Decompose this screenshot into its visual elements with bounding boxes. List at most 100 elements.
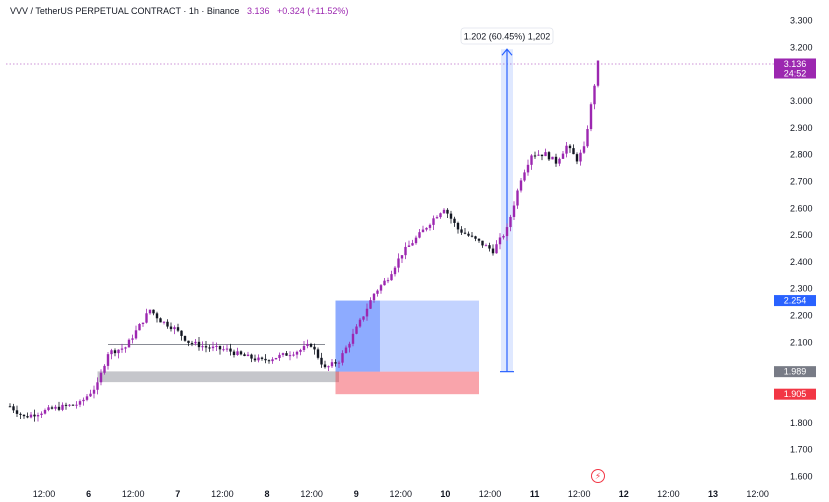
symbol-title: VVV / TetherUS PERPETUAL CONTRACT · 1h ·…	[10, 6, 240, 16]
candle-body	[103, 365, 106, 373]
price-tick-label: 1.700	[790, 445, 813, 455]
candle-body	[190, 342, 194, 344]
candle-body	[113, 350, 117, 354]
candle-body	[257, 357, 260, 361]
candle-body	[285, 353, 288, 356]
candle-body	[509, 216, 512, 228]
candle-body	[390, 274, 393, 281]
candle-body	[540, 154, 544, 157]
candle-body	[460, 229, 463, 233]
candle-body	[295, 351, 299, 355]
candle-body	[183, 335, 187, 341]
range-zone	[97, 371, 339, 383]
price-badge-last-value: 3.136	[784, 59, 807, 69]
measure-label-box	[460, 27, 554, 45]
candle-body	[12, 406, 15, 411]
candle-body	[491, 248, 495, 254]
candle-body	[54, 406, 57, 409]
candle-body	[85, 396, 89, 400]
candle-body	[47, 407, 50, 411]
candle-body	[61, 404, 64, 410]
candle-body	[243, 354, 246, 357]
lightning-bolt-icon[interactable]: ⚡	[591, 469, 605, 483]
candle-body	[428, 224, 432, 228]
candle-body	[432, 218, 435, 225]
candle-body	[92, 389, 96, 394]
time-tick-label: 12:00	[568, 489, 591, 499]
time-tick-label: 12:00	[211, 489, 234, 499]
price-tick-label: 2.500	[790, 230, 813, 240]
candle-body	[330, 362, 334, 367]
candle-body	[439, 213, 442, 218]
candle-body	[120, 348, 124, 350]
candle-body	[29, 414, 33, 418]
candle-body	[260, 357, 264, 359]
candle-body	[278, 354, 281, 358]
price-tick-label: 1.800	[790, 418, 813, 428]
candle-body	[369, 300, 372, 309]
candle-body	[404, 246, 407, 256]
header-price: 3.136	[246, 6, 270, 16]
candle-body	[218, 345, 222, 350]
candle-body	[134, 330, 138, 339]
time-tick-label: 12	[619, 489, 629, 499]
candle-body	[306, 343, 309, 347]
candle-body	[407, 245, 411, 247]
candle-body	[435, 217, 439, 219]
time-tick-label: 12:00	[746, 489, 769, 499]
time-tick-label: 12:00	[33, 489, 56, 499]
candle-body	[393, 267, 397, 275]
candle-body	[505, 227, 509, 237]
candle-body	[15, 410, 19, 414]
candle-body	[232, 351, 236, 356]
candle-body	[264, 358, 267, 361]
price-tick-label: 3.200	[790, 42, 813, 52]
candle-body	[225, 348, 229, 350]
candle-body	[176, 327, 180, 331]
candle-body	[397, 258, 400, 268]
price-tick-label: 1.600	[790, 472, 813, 482]
candle-body	[351, 333, 355, 344]
time-tick-label: 8	[264, 489, 269, 499]
candle-body	[502, 236, 505, 238]
candle-body	[586, 129, 589, 147]
time-tick-label: 12:00	[479, 489, 502, 499]
candle-body	[89, 393, 92, 397]
candle-body	[533, 155, 537, 157]
measure-label: 1.202 (60.45%) 1,202	[464, 32, 551, 42]
long-stop-zone	[335, 371, 479, 395]
candle-body	[71, 404, 75, 406]
candle-body	[530, 155, 533, 165]
time-tick-label: 12:00	[657, 489, 680, 499]
candle-body	[36, 414, 40, 417]
candle-body	[33, 414, 36, 417]
candle-body	[187, 340, 190, 343]
candle-body	[575, 154, 579, 162]
candle-body	[526, 164, 530, 173]
measure-arrow	[501, 48, 513, 56]
candle-body	[201, 346, 204, 348]
price-badge-target	[774, 295, 816, 307]
candle-body	[208, 347, 211, 349]
time-tick-label: 10	[440, 489, 450, 499]
candle-body	[376, 290, 379, 294]
time-tick-label: 6	[86, 489, 91, 499]
price-badge-stop	[774, 388, 816, 400]
candle-body	[481, 240, 484, 246]
candle-body	[302, 346, 306, 350]
candle-body	[400, 255, 404, 259]
time-tick-label: 13	[708, 489, 718, 499]
candle-body	[449, 213, 453, 219]
candle-body	[323, 364, 327, 368]
candle-body	[204, 346, 208, 348]
candle-body	[523, 172, 526, 181]
candle-body	[197, 341, 201, 348]
price-badge-last	[774, 58, 816, 79]
candle-body	[411, 243, 414, 246]
candle-body	[236, 351, 239, 356]
candle-body	[495, 244, 498, 254]
candle-body	[99, 372, 103, 383]
candle-body	[537, 154, 540, 156]
